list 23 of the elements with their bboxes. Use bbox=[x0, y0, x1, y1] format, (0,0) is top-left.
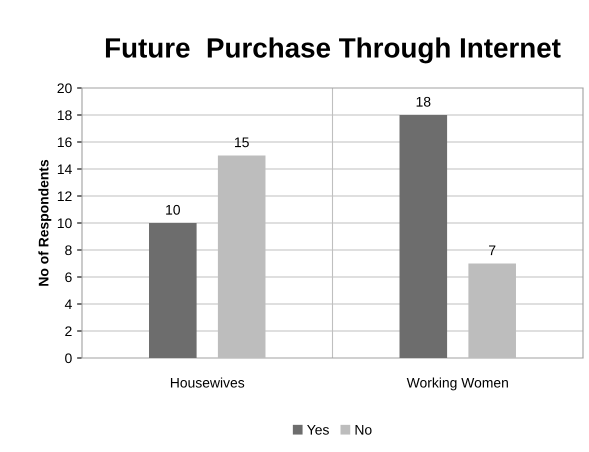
data-label: 18 bbox=[416, 96, 430, 107]
y-tick-label: 2 bbox=[65, 326, 72, 336]
y-tick-label: 12 bbox=[58, 191, 72, 202]
y-tick-label: 18 bbox=[58, 110, 72, 120]
y-tick-label: 10 bbox=[58, 218, 72, 228]
y-tick-label: 6 bbox=[65, 272, 72, 282]
y-tick-label: 8 bbox=[65, 245, 72, 256]
chart-title: Future Purchase Through Internet bbox=[106, 37, 561, 64]
bar bbox=[149, 223, 197, 358]
y-tick-label: 16 bbox=[58, 137, 72, 148]
y-tick-label: 4 bbox=[64, 299, 72, 310]
x-tick-label: Working Women bbox=[406, 377, 508, 390]
y-tick-label: 14 bbox=[58, 164, 72, 174]
legend-label: No bbox=[356, 425, 372, 435]
bar bbox=[400, 115, 448, 358]
y-axis-title: No of Respondents bbox=[38, 160, 52, 286]
y-tick-label: 20 bbox=[58, 83, 72, 94]
legend-label: Yes bbox=[307, 425, 329, 435]
data-label: 7 bbox=[489, 246, 496, 256]
y-tick-label: 0 bbox=[65, 353, 72, 364]
x-tick-label: Housewives bbox=[170, 377, 244, 388]
data-label: 15 bbox=[235, 138, 249, 148]
data-label: 10 bbox=[166, 204, 180, 215]
